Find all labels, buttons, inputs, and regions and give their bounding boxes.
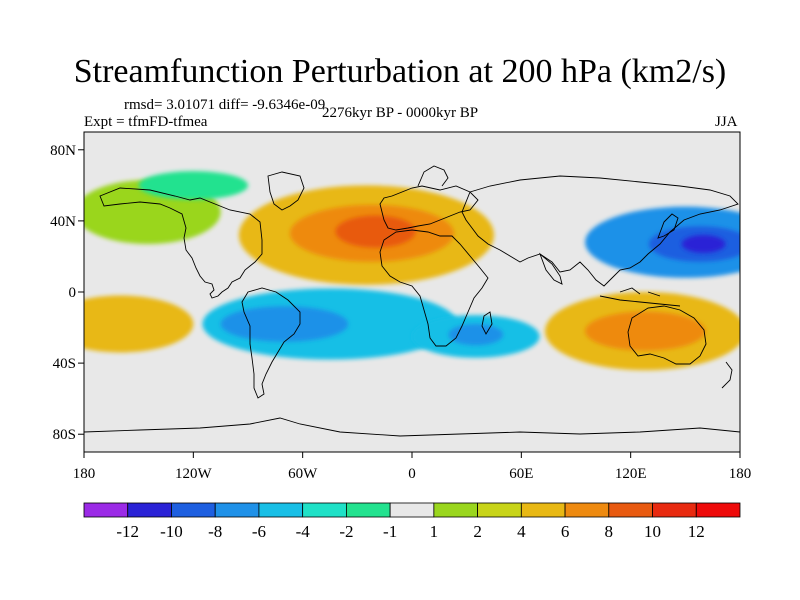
coast-asia bbox=[461, 175, 739, 287]
colorbar-swatch bbox=[389, 502, 435, 518]
colorbar-label: -4 bbox=[296, 522, 311, 541]
coast-africa bbox=[379, 229, 489, 347]
colorbar-swatch bbox=[652, 502, 697, 518]
colorbar-label: -1 bbox=[383, 522, 397, 541]
coast-indonesia bbox=[599, 287, 681, 307]
colorbar-swatch bbox=[171, 502, 216, 518]
coast-india bbox=[538, 252, 563, 285]
colorbar-swatch bbox=[83, 502, 129, 518]
field-layer bbox=[84, 171, 740, 371]
coast-antarctica bbox=[84, 417, 740, 437]
season-label: JJA bbox=[715, 114, 738, 130]
lat-label: 0 bbox=[69, 285, 77, 301]
lon-label: 120E bbox=[615, 466, 647, 482]
field-arctic-low bbox=[138, 171, 248, 200]
field-nw-pacific-low-inner bbox=[681, 235, 726, 253]
colorbar-swatch bbox=[433, 502, 479, 518]
coast-north-america bbox=[99, 187, 263, 299]
period-label: 2276kyr BP - 0000kyr BP bbox=[322, 105, 479, 121]
colorbar-label: 8 bbox=[605, 522, 614, 541]
field-s-pacific-high bbox=[84, 295, 194, 353]
colorbar-label: -6 bbox=[252, 522, 266, 541]
coastlines bbox=[84, 165, 740, 437]
coast-europe bbox=[379, 185, 479, 231]
colorbar-label: 6 bbox=[561, 522, 570, 541]
experiment-label: Expt = tfmFD-tfmea bbox=[84, 114, 208, 130]
coast-new-zealand bbox=[721, 361, 733, 389]
colorbar-swatch bbox=[258, 502, 304, 518]
coast-madagascar bbox=[481, 311, 493, 335]
lon-axis: 180 120W 60W 0 60E 120E 180 bbox=[73, 452, 752, 482]
lat-label: 80S bbox=[53, 427, 76, 443]
lat-axis: 80N 40N 0 40S 80S bbox=[50, 143, 84, 443]
colorbar-swatch bbox=[608, 502, 653, 518]
colorbar-label: -2 bbox=[339, 522, 353, 541]
colorbar-label: 10 bbox=[644, 522, 661, 541]
lon-label: 120W bbox=[175, 466, 213, 482]
stats-label: rmsd= 3.01071 diff= -9.6346e-09 bbox=[124, 97, 326, 113]
lat-label: 40N bbox=[50, 214, 76, 230]
chart-title: Streamfunction Perturbation at 200 hPa (… bbox=[73, 53, 727, 90]
colorbar-label: -8 bbox=[208, 522, 222, 541]
colorbar-swatch bbox=[564, 502, 610, 518]
colorbar-swatch bbox=[214, 502, 260, 518]
coast-japan bbox=[657, 213, 679, 239]
colorbar-label: 1 bbox=[430, 522, 439, 541]
lon-label: 180 bbox=[729, 466, 752, 482]
colorbar-swatch bbox=[302, 502, 347, 518]
colorbar: -12 -10 -8 -6 -4 -2 -1 1 2 4 6 8 10 12 bbox=[83, 502, 741, 541]
colorbar-swatch bbox=[127, 502, 172, 518]
lon-label: 60E bbox=[509, 466, 533, 482]
colorbar-label: -10 bbox=[160, 522, 183, 541]
field-australia-high-core bbox=[585, 311, 706, 351]
lon-label: 180 bbox=[73, 466, 96, 482]
coast-south-america bbox=[241, 287, 301, 399]
lon-label: 0 bbox=[408, 466, 416, 482]
colorbar-label: 12 bbox=[688, 522, 705, 541]
colorbar-label: 2 bbox=[473, 522, 482, 541]
field-s-atlantic-low-core bbox=[220, 306, 349, 342]
colorbar-swatch bbox=[477, 502, 522, 518]
field-s-indian-low-core bbox=[448, 324, 504, 346]
colorbar-label: 4 bbox=[517, 522, 526, 541]
lat-label: 80N bbox=[50, 143, 76, 159]
colorbar-swatch bbox=[520, 502, 566, 518]
coast-scandinavia bbox=[417, 165, 449, 187]
lat-label: 40S bbox=[53, 356, 76, 372]
colorbar-swatch bbox=[695, 502, 741, 518]
coast-greenland bbox=[267, 171, 305, 211]
colorbar-label: -12 bbox=[116, 522, 139, 541]
lon-label: 60W bbox=[288, 466, 318, 482]
colorbar-swatch bbox=[345, 502, 391, 518]
coast-australia bbox=[627, 305, 707, 365]
field-n-atlantic-africa-inner bbox=[335, 215, 416, 248]
